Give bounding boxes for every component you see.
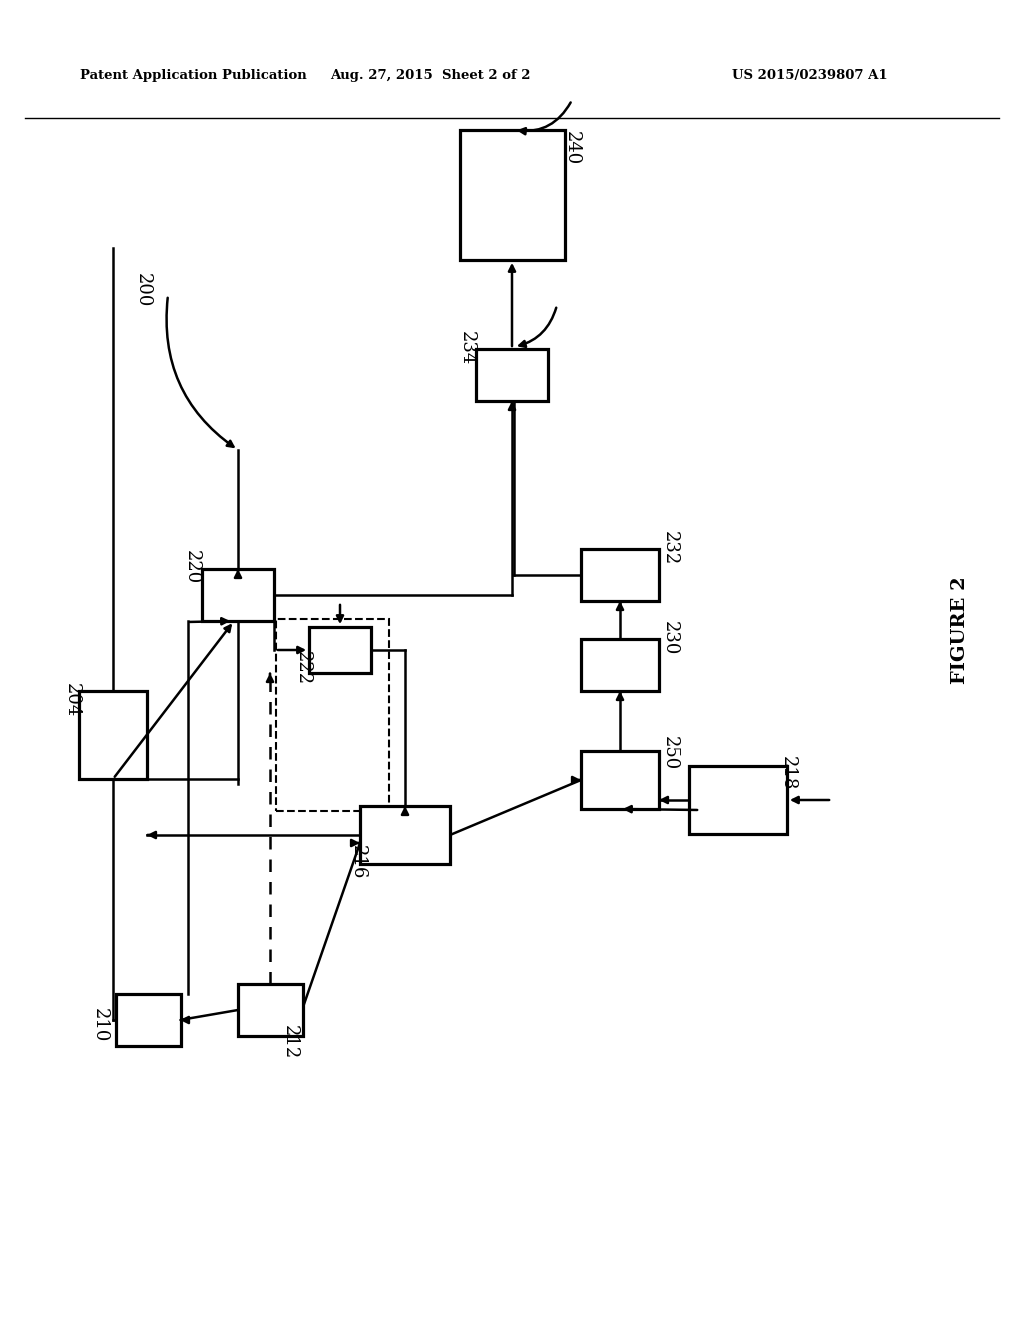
Bar <box>116 994 180 1045</box>
Text: 220: 220 <box>183 550 201 585</box>
Bar <box>79 690 147 779</box>
Bar <box>581 639 659 690</box>
Text: 210: 210 <box>91 1007 109 1043</box>
Bar <box>689 766 787 834</box>
Text: Aug. 27, 2015  Sheet 2 of 2: Aug. 27, 2015 Sheet 2 of 2 <box>330 69 530 82</box>
Bar <box>460 129 564 260</box>
Text: 218: 218 <box>779 756 797 791</box>
Bar <box>238 983 302 1036</box>
Text: 240: 240 <box>563 131 581 165</box>
Text: 232: 232 <box>662 531 679 565</box>
Bar <box>476 348 548 401</box>
Text: Patent Application Publication: Patent Application Publication <box>80 69 307 82</box>
Bar <box>581 751 659 809</box>
Text: 250: 250 <box>662 735 679 770</box>
Text: US 2015/0239807 A1: US 2015/0239807 A1 <box>732 69 888 82</box>
Text: 212: 212 <box>281 1024 299 1059</box>
Text: 200: 200 <box>134 273 152 308</box>
Text: 222: 222 <box>294 651 312 685</box>
Text: 230: 230 <box>662 620 679 655</box>
Text: 204: 204 <box>63 682 81 717</box>
Text: FIGURE 2: FIGURE 2 <box>951 577 969 684</box>
Bar <box>309 627 371 673</box>
Bar <box>581 549 659 601</box>
Text: 234: 234 <box>458 331 476 366</box>
Bar <box>276 619 389 810</box>
Bar <box>360 807 450 865</box>
Bar <box>202 569 274 620</box>
Text: 216: 216 <box>349 845 367 879</box>
